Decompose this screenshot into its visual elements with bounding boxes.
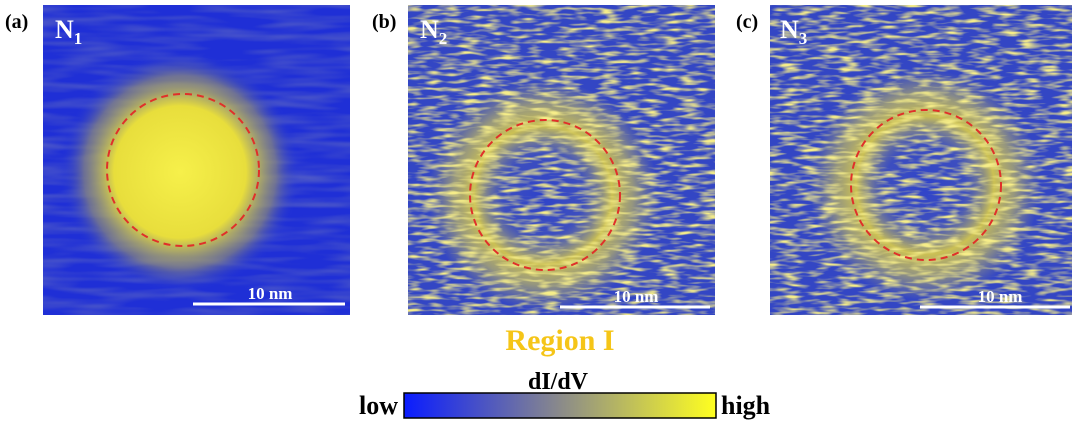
panel-name: N2 bbox=[420, 15, 447, 48]
panel-name: N1 bbox=[55, 15, 82, 48]
panel-label: (b) bbox=[372, 11, 396, 33]
image-b bbox=[408, 5, 715, 315]
colorbar-title: dI/dV bbox=[528, 369, 589, 395]
scale-label: 10 nm bbox=[614, 287, 659, 306]
colorbar bbox=[403, 392, 717, 419]
dashed-circle bbox=[469, 119, 621, 271]
name: N bbox=[420, 15, 439, 44]
subscript: 3 bbox=[799, 29, 808, 48]
scale-label: 10 nm bbox=[978, 287, 1023, 306]
region-title: Region I bbox=[505, 324, 614, 357]
name: N bbox=[780, 15, 799, 44]
name: N bbox=[55, 15, 74, 44]
colorbar-high: high bbox=[721, 391, 771, 420]
image-c bbox=[770, 5, 1072, 315]
dashed-circle bbox=[106, 93, 260, 247]
colorbar-low: low bbox=[359, 391, 398, 420]
panel-label: (a) bbox=[5, 11, 28, 33]
scale-label: 10 nm bbox=[248, 284, 293, 303]
panel-label: (c) bbox=[736, 11, 758, 33]
subscript: 2 bbox=[439, 29, 448, 48]
image-a bbox=[43, 5, 350, 315]
dashed-circle bbox=[850, 109, 1002, 261]
subscript: 1 bbox=[74, 29, 83, 48]
panel-name: N3 bbox=[780, 15, 807, 48]
